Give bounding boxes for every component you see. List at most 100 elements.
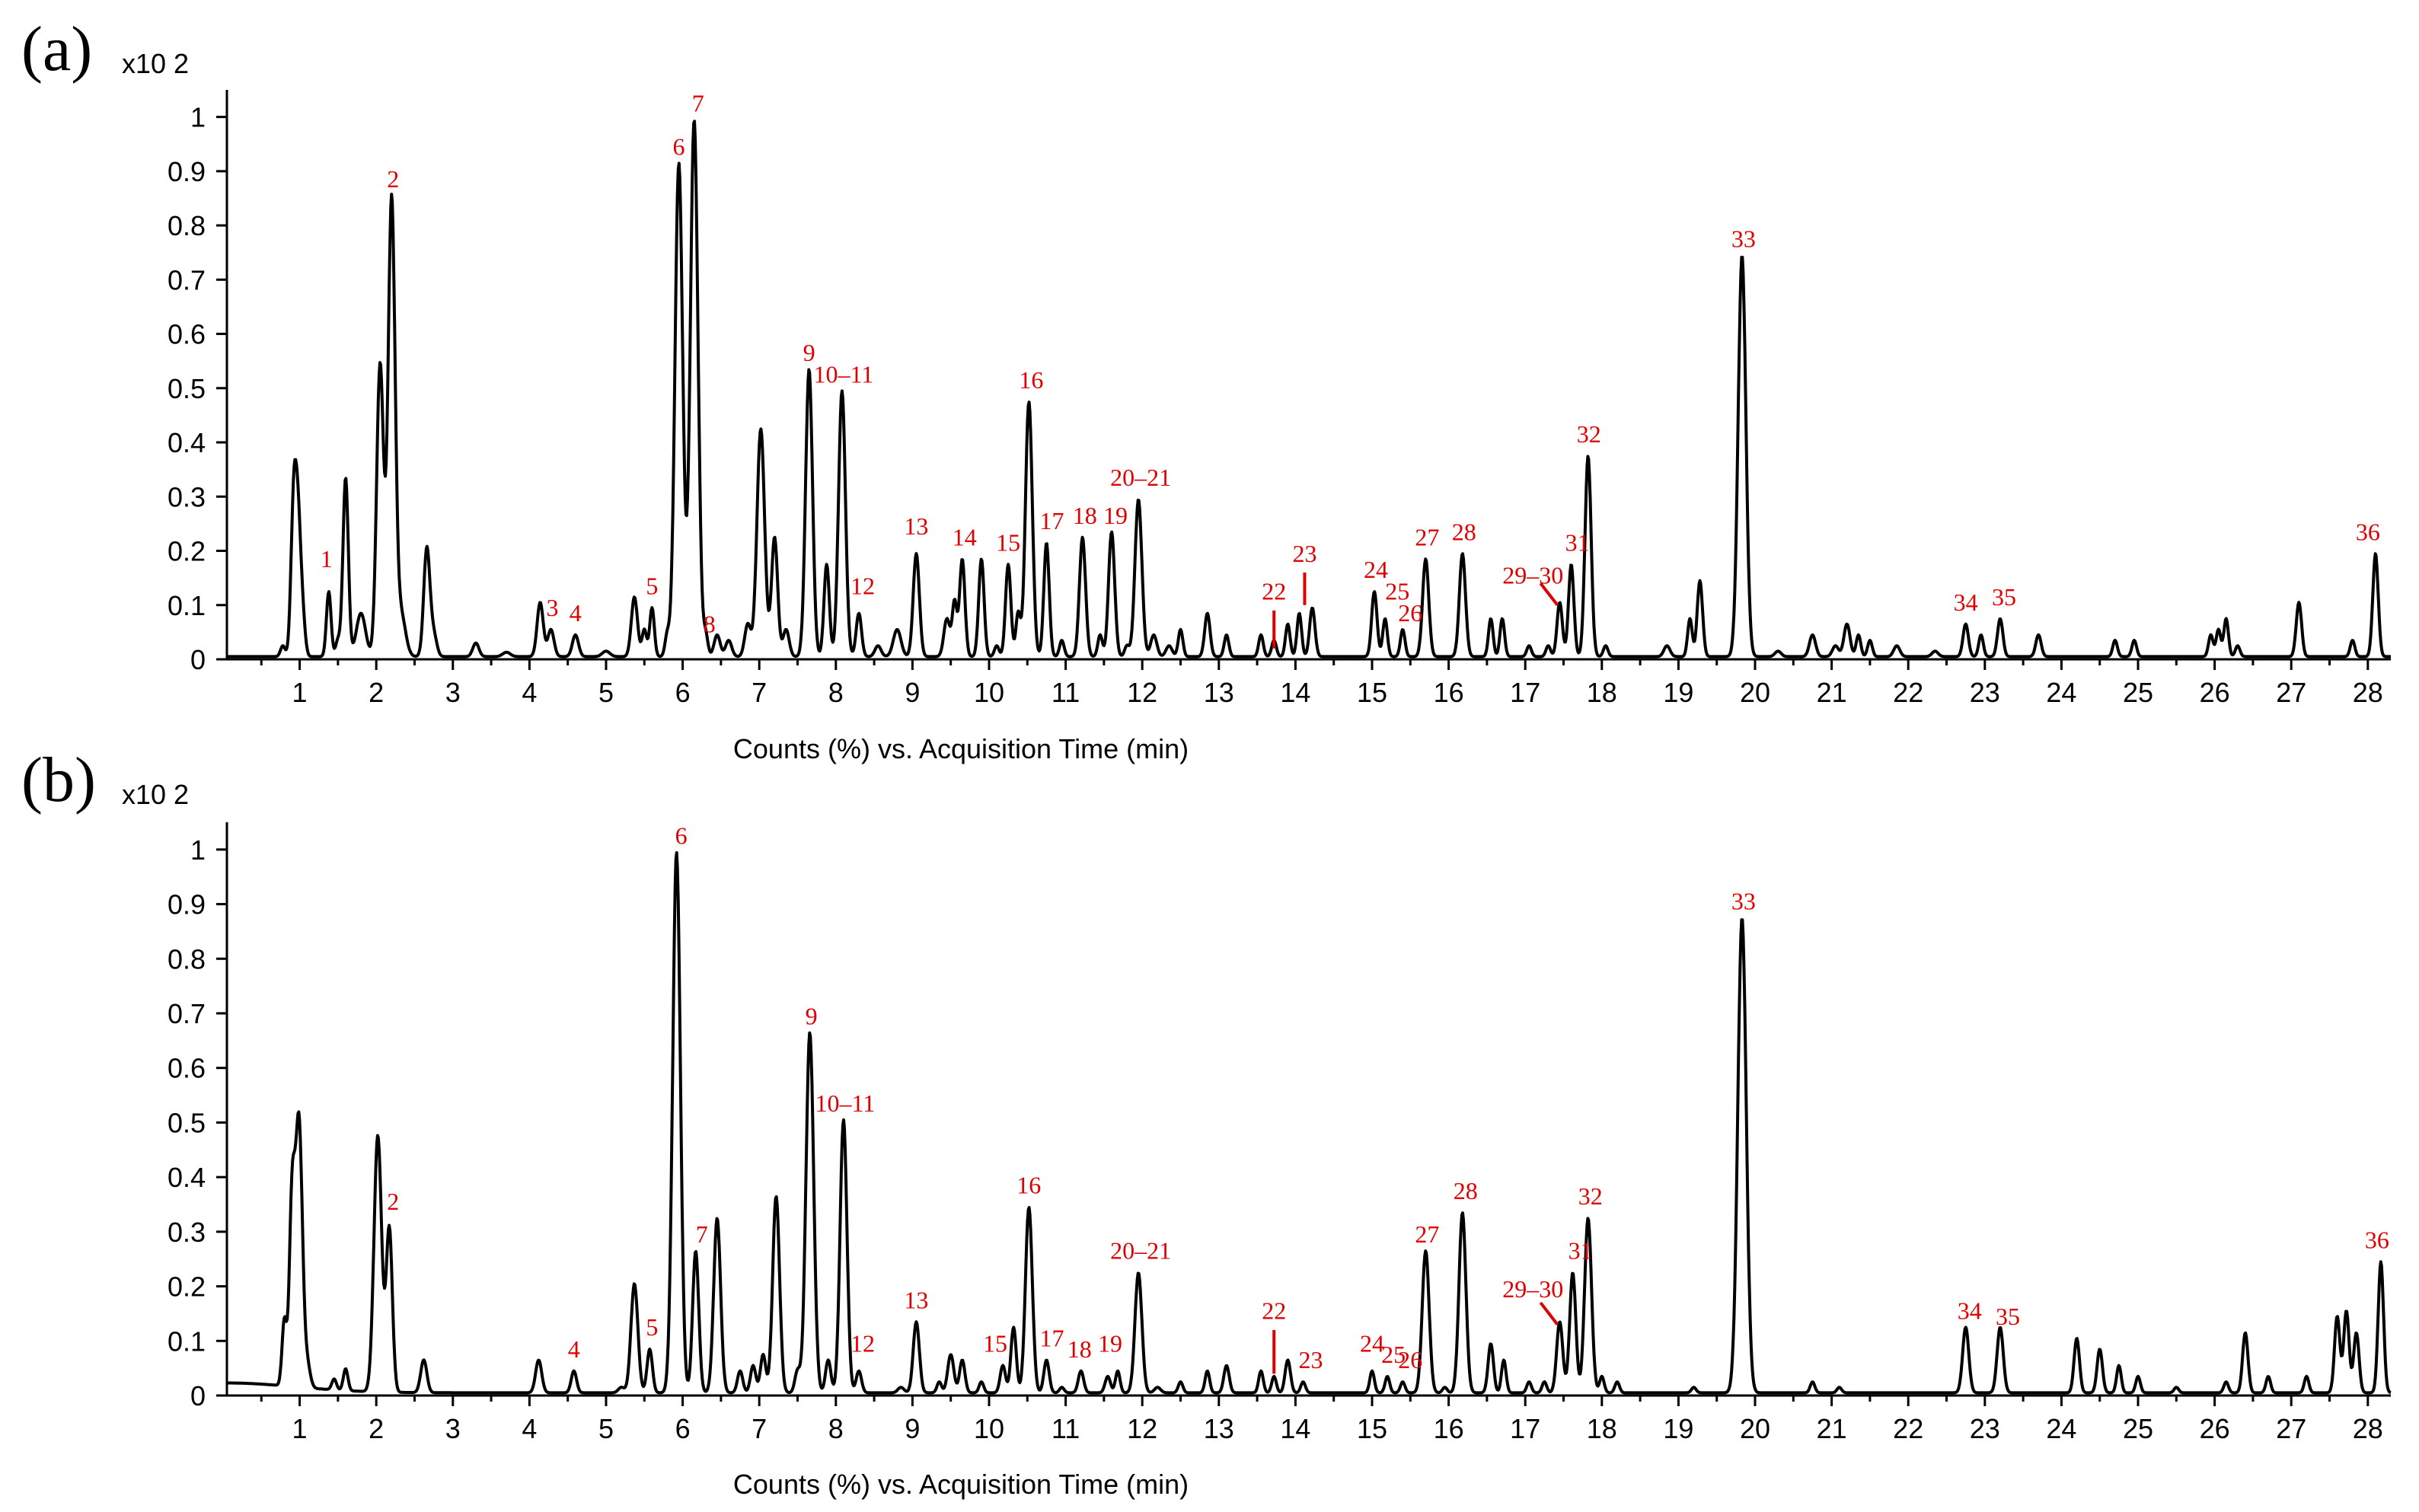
peak-label: 24: [1364, 556, 1388, 583]
peak-label: 13: [904, 512, 928, 540]
x-tick-label: 21: [1817, 677, 1847, 708]
x-tick-label: 9: [905, 677, 920, 708]
peak-label: 34: [1958, 1297, 1982, 1325]
peak-label: 4: [570, 599, 582, 627]
y-tick-label: 0.2: [168, 1271, 206, 1303]
panel-b-series: [226, 851, 2392, 1395]
panel-b-x-axis-title: Counts (%) vs. Acquisition Time (min): [733, 1469, 1189, 1500]
panel-a-x-axis-title: Counts (%) vs. Acquisition Time (min): [733, 733, 1189, 764]
peak-label: 15: [983, 1330, 1007, 1357]
x-tick-label: 20: [1740, 1413, 1770, 1444]
panel-a-label: (a): [21, 14, 92, 85]
peak-label: 9: [806, 1002, 818, 1029]
chromatogram-panel-a: (a) x10 2 Counts (%) vs. Acquisition Tim…: [21, 14, 2392, 764]
x-tick-label: 6: [675, 1413, 691, 1444]
x-tick-label: 15: [1357, 677, 1387, 708]
peak-label: 20–21: [1110, 464, 1171, 491]
x-tick-label: 19: [1663, 1413, 1693, 1444]
y-tick-label: 0.9: [168, 889, 206, 920]
peak-label: 19: [1103, 502, 1128, 529]
x-tick-label: 17: [1510, 1413, 1540, 1444]
peak-label: 25: [1385, 578, 1409, 605]
x-tick-label: 11: [1052, 677, 1080, 708]
x-tick-label: 8: [828, 1413, 844, 1444]
y-tick-label: 0.8: [168, 943, 206, 975]
x-tick-label: 22: [1893, 677, 1923, 708]
x-tick-label: 19: [1663, 677, 1693, 708]
peak-label: 18: [1073, 502, 1097, 529]
panel-b-ticks: 00.10.20.30.40.50.60.70.80.911 2 3 4 5 6 7 8 9 10…: [168, 834, 2383, 1444]
x-tick-label: 13: [1204, 1413, 1234, 1444]
peak-label: 17: [1039, 1324, 1064, 1351]
x-tick-label: 18: [1587, 677, 1617, 708]
x-tick-label: 9: [905, 1413, 920, 1444]
x-tick-label: 21: [1817, 1413, 1847, 1444]
peak-marker-line: [1539, 582, 1559, 606]
x-tick-label: 5: [598, 1413, 614, 1444]
y-tick-label: 0.3: [168, 481, 206, 512]
y-tick-label: 0.3: [168, 1217, 206, 1248]
peak-marker-line: [1539, 1301, 1559, 1325]
peak-label: 20–21: [1110, 1237, 1171, 1265]
peak-label: 29–30: [1502, 561, 1563, 589]
peak-label: 12: [850, 1330, 875, 1357]
peak-label: 31: [1565, 529, 1590, 557]
peak-label: 9: [803, 339, 815, 366]
y-tick-label: 0.9: [168, 156, 206, 187]
peak-label: 10–11: [815, 1089, 875, 1117]
panel-a-axes: [225, 90, 2391, 661]
x-tick-label: 1: [292, 677, 308, 708]
peak-label: 28: [1454, 1177, 1478, 1204]
peak-label: 15: [996, 529, 1020, 557]
x-tick-label: 26: [2200, 677, 2230, 708]
peak-label: 4: [568, 1335, 580, 1363]
y-tick-label: 1: [190, 834, 206, 866]
peak-label: 32: [1578, 1182, 1603, 1210]
y-tick-label: 0.6: [168, 319, 206, 350]
peak-label: 34: [1954, 589, 1978, 616]
panel-a-scale-label: x10 2: [122, 48, 189, 79]
peak-label: 10–11: [813, 361, 873, 388]
x-tick-label: 2: [369, 677, 384, 708]
peak-label: 5: [646, 573, 658, 600]
peak-label: 14: [953, 523, 977, 550]
x-tick-label: 14: [1280, 1413, 1310, 1444]
panel-b-scale-label: x10 2: [122, 779, 189, 810]
y-tick-label: 0.1: [168, 590, 206, 621]
x-tick-label: 24: [2046, 1413, 2076, 1444]
x-tick-label: 25: [2123, 1413, 2153, 1444]
peak-label: 26: [1398, 1346, 1422, 1373]
peak-label: 33: [1731, 225, 1756, 253]
x-tick-label: 15: [1357, 1413, 1387, 1444]
x-tick-label: 7: [752, 1413, 767, 1444]
chromatogram-panel-b: (b) x10 2 Counts (%) vs. Acquisition Tim…: [21, 745, 2392, 1500]
x-tick-label: 27: [2276, 677, 2306, 708]
peak-label: 16: [1016, 1172, 1041, 1199]
peak-label: 2: [387, 1188, 399, 1215]
x-tick-label: 22: [1893, 1413, 1923, 1444]
y-tick-label: 0.5: [168, 373, 206, 404]
x-tick-label: 24: [2046, 677, 2076, 708]
peak-label: 29–30: [1502, 1275, 1563, 1303]
panel-a-ticks: 00.10.20.30.40.50.60.70.80.911 2 3 4 5 6 7 8 9 10…: [168, 102, 2383, 708]
panel-a-series: [226, 120, 2392, 659]
peak-label: 16: [1019, 366, 1043, 394]
y-tick-label: 0.6: [168, 1053, 206, 1084]
x-tick-label: 23: [1970, 1413, 2000, 1444]
chromatogram-trace: [226, 120, 2392, 659]
x-tick-label: 6: [675, 677, 691, 708]
y-tick-label: 0.1: [168, 1325, 206, 1357]
x-tick-label: 20: [1740, 677, 1770, 708]
x-tick-label: 27: [2276, 1413, 2306, 1444]
peak-label: 23: [1299, 1346, 1323, 1373]
peak-label: 32: [1577, 420, 1601, 448]
x-tick-label: 2: [369, 1413, 384, 1444]
y-tick-label: 0.2: [168, 536, 206, 567]
y-tick-label: 0.5: [168, 1107, 206, 1138]
x-tick-label: 14: [1280, 677, 1310, 708]
peak-label: 27: [1415, 523, 1439, 550]
x-tick-label: 7: [752, 677, 767, 708]
peak-label: 35: [1996, 1303, 2020, 1330]
